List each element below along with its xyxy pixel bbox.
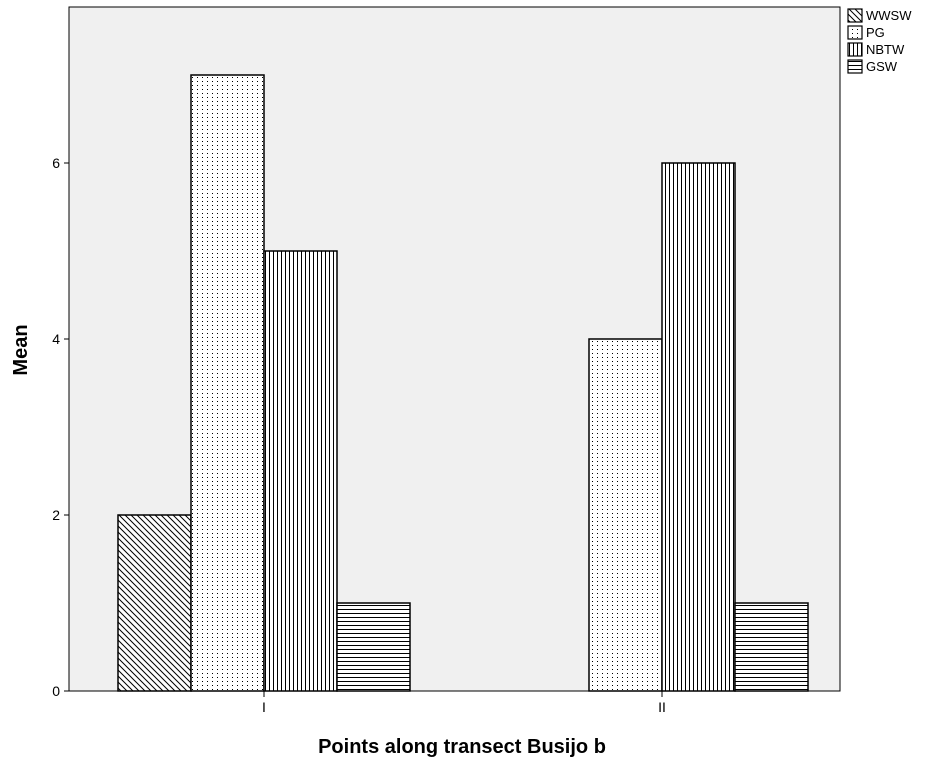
bar-gsw-ii	[734, 602, 809, 692]
y-tick-label: 6	[52, 155, 60, 171]
x-tick-label: II	[658, 699, 666, 715]
bar-gsw-i	[336, 602, 411, 692]
y-tick-label: 2	[52, 507, 60, 523]
y-axis: 0 2 4 6	[52, 155, 69, 699]
bar-pg-ii	[588, 338, 663, 692]
bar-pg-i	[190, 74, 265, 692]
y-axis-title: Mean	[10, 324, 32, 375]
legend-swatch-pg	[847, 25, 863, 40]
legend-swatch-wwsw	[847, 8, 863, 23]
bar-wwsw-i	[117, 514, 192, 692]
bar-nbtw-ii	[661, 162, 736, 692]
bars-group	[117, 74, 809, 692]
legend-label-nbtw: NBTW	[866, 42, 905, 57]
legend-label-gsw: GSW	[866, 59, 898, 74]
legend-swatch-gsw	[847, 59, 863, 74]
legend-label-pg: PG	[866, 25, 885, 40]
x-axis: I II	[262, 691, 666, 715]
legend-label-wwsw: WWSW	[866, 8, 912, 23]
y-tick-label: 0	[52, 683, 60, 699]
bar-nbtw-i	[263, 250, 338, 692]
y-tick-label: 4	[52, 331, 60, 347]
legend: WWSW PG NBTW GSW	[847, 8, 912, 74]
x-tick-label: I	[262, 699, 266, 715]
x-axis-title: Points along transect Busijo b	[318, 736, 606, 758]
legend-swatch-nbtw	[847, 42, 863, 57]
